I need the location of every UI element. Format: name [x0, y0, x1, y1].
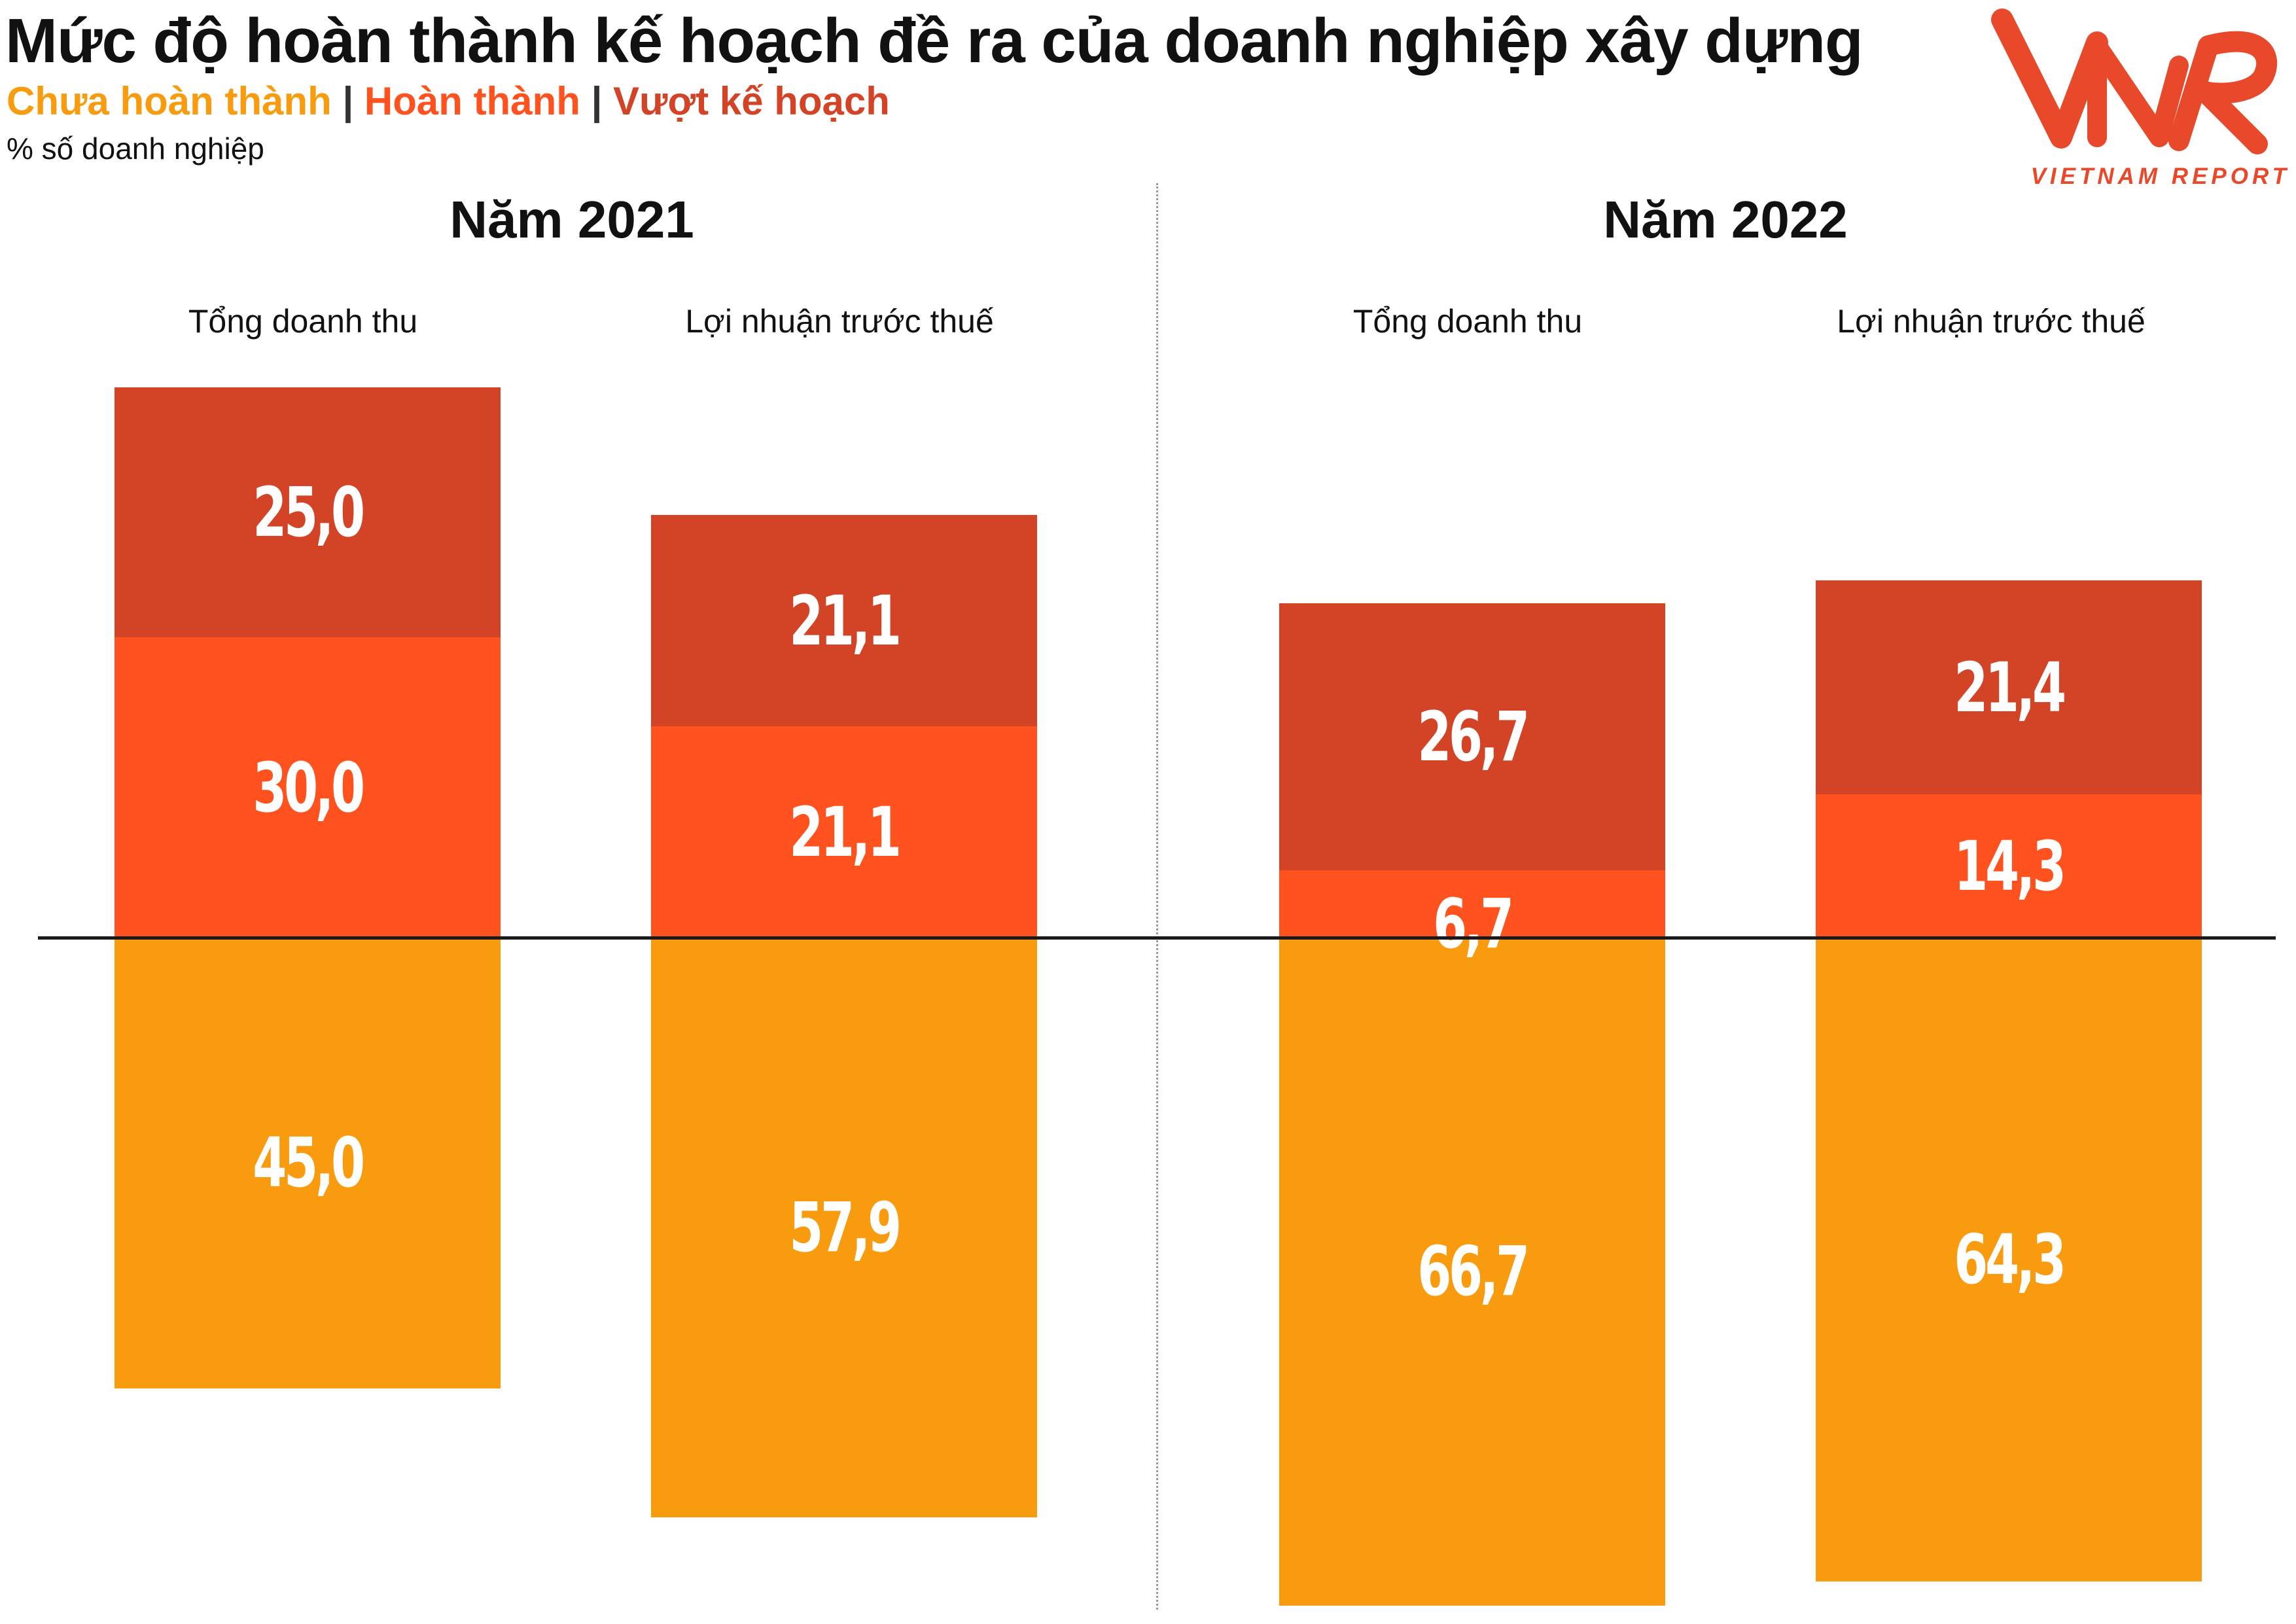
category-label: Tổng doanh thu: [188, 303, 418, 340]
bar-segment-vuot-ke-hoach: [1816, 580, 2202, 795]
vnr-logo: VIETNAM REPORT: [1983, 7, 2290, 196]
data-label: 26,7: [1417, 697, 1530, 777]
legend-item-chua-hoan-thanh: Chưa hoàn thành: [7, 79, 332, 123]
legend-item-vuot-ke-hoach: Vượt kế hoạch: [613, 79, 890, 123]
data-label: 25,0: [253, 472, 365, 552]
data-label: 45,0: [253, 1123, 365, 1203]
bar-segment-hoan-thanh: [1279, 870, 1665, 938]
panel-title-2021: Năm 2021: [450, 190, 694, 249]
category-label: Lợi nhuận trước thuế: [685, 303, 994, 340]
bar-segment-hoan-thanh: [115, 637, 501, 938]
data-label: 6,7: [1433, 883, 1514, 964]
legend: Chưa hoàn thành | Hoàn thành | Vượt kế h…: [7, 79, 890, 124]
bar-segment-chua-hoan-thanh: [115, 938, 501, 1388]
data-label: 57,9: [789, 1187, 902, 1267]
bar-segment-hoan-thanh: [651, 726, 1037, 938]
legend-separator: |: [591, 79, 603, 123]
data-label: 21,1: [789, 792, 902, 872]
data-label: 14,3: [1954, 826, 2066, 906]
bar-stack: 66,7 6,7 26,7: [1279, 0, 1665, 1624]
data-label: 66,7: [1417, 1231, 1530, 1312]
bar-stack: 57,9 21,1 21,1: [651, 0, 1037, 1624]
bar-stack: 45,0 30,0 25,0: [115, 0, 501, 1624]
bar-segment-chua-hoan-thanh: [1816, 938, 2202, 1581]
bar-segment-hoan-thanh: [1816, 794, 2202, 938]
logo-text: VIETNAM REPORT: [2030, 164, 2290, 189]
panel-divider: [1156, 183, 1158, 1610]
chart-title: Mức độ hoàn thành kế hoạch đề ra của doa…: [5, 6, 1863, 76]
zero-baseline: [38, 936, 2276, 940]
bar-segment-vuot-ke-hoach: [1279, 603, 1665, 871]
unit-label: % số doanh nghiệp: [7, 132, 264, 166]
vnr-logo-icon: [1991, 9, 2278, 154]
bar-segment-chua-hoan-thanh: [651, 938, 1037, 1517]
category-label: Lợi nhuận trước thuế: [1837, 303, 2146, 340]
category-label: Tổng doanh thu: [1352, 303, 1583, 340]
panel-title-2022: Năm 2022: [1603, 190, 1848, 249]
data-label: 64,3: [1954, 1219, 2066, 1299]
data-label: 30,0: [253, 747, 365, 828]
bar-segment-vuot-ke-hoach: [115, 387, 501, 637]
data-label: 21,1: [789, 580, 902, 661]
bar-segment-chua-hoan-thanh: [1279, 938, 1665, 1606]
legend-separator: |: [342, 79, 354, 123]
bar-segment-vuot-ke-hoach: [651, 515, 1037, 727]
legend-item-hoan-thanh: Hoàn thành: [364, 79, 580, 123]
data-label: 21,4: [1954, 647, 2066, 728]
bar-stack: 64,3 14,3 21,4: [1816, 0, 2202, 1624]
